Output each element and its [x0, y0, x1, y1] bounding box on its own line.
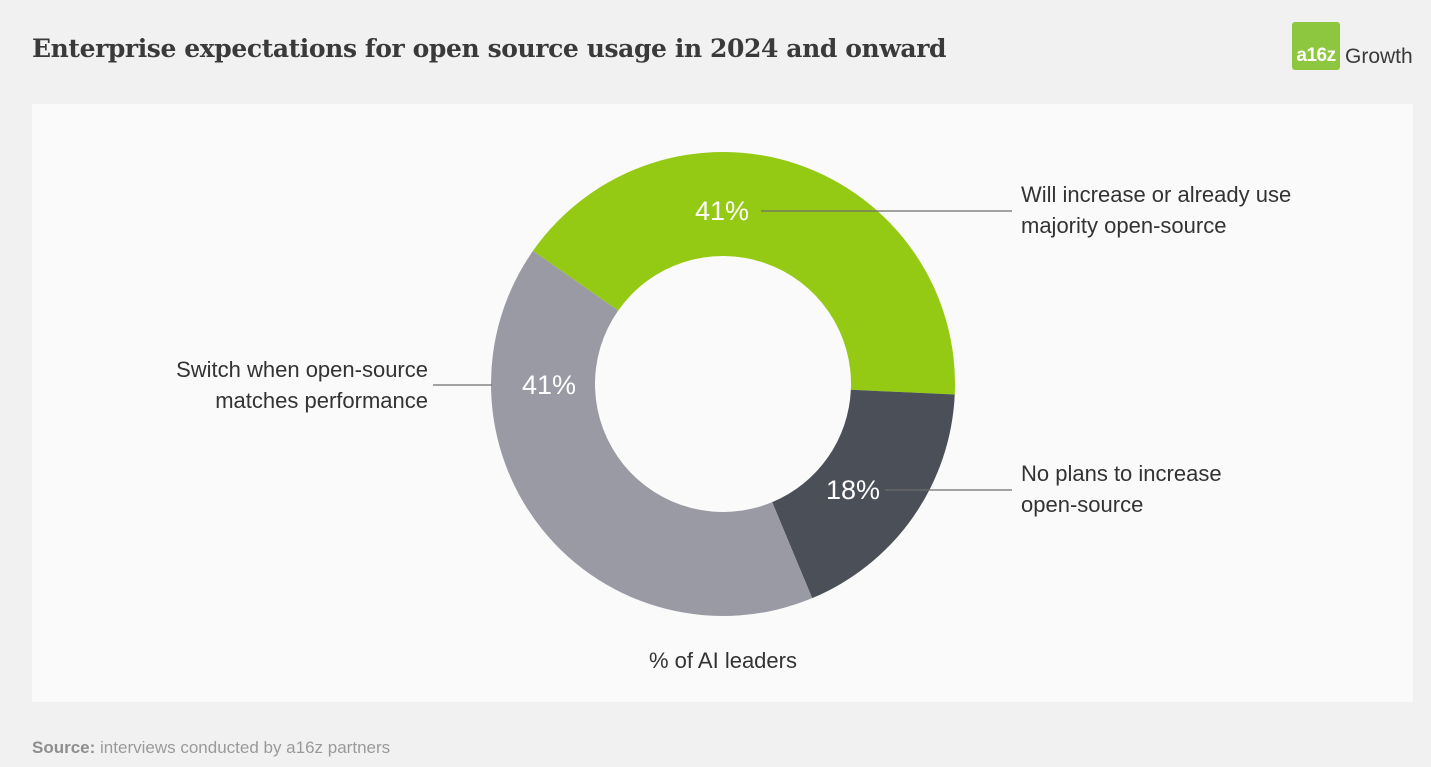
source-label: Source:: [32, 738, 96, 757]
a16z-logo-mark: a16z: [1292, 22, 1340, 70]
slice-category-label-2: No plans to increase open-source: [1021, 461, 1222, 517]
slice-category-label-1: Will increase or already use majority ope…: [1021, 182, 1291, 238]
slice-value-label-1: 41%: [695, 196, 749, 226]
chart-title: Enterprise expectations for open source …: [32, 34, 947, 63]
chart-caption: % of AI leaders: [649, 648, 797, 673]
logo-mark-text: a16z: [1296, 45, 1336, 66]
slice-category-label-3: Switch when open-source matches performan…: [176, 357, 428, 413]
source-text: interviews conducted by a16z partners: [100, 738, 391, 757]
a16z-growth-logo: a16z Growth: [1292, 22, 1413, 70]
slice-value-label-3: 41%: [522, 370, 576, 400]
donut-slice-3: [490, 250, 813, 616]
donut-slice-2: [772, 389, 955, 599]
slice-value-label-2: 18%: [826, 475, 880, 505]
donut-slice-1: [532, 152, 955, 395]
chart-panel: 41% Will increase or already use majority …: [32, 104, 1413, 702]
donut-chart: 41% Will increase or already use majority …: [176, 152, 1291, 673]
source-note: Source: interviews conducted by a16z par…: [32, 738, 390, 758]
logo-word: Growth: [1345, 45, 1413, 68]
